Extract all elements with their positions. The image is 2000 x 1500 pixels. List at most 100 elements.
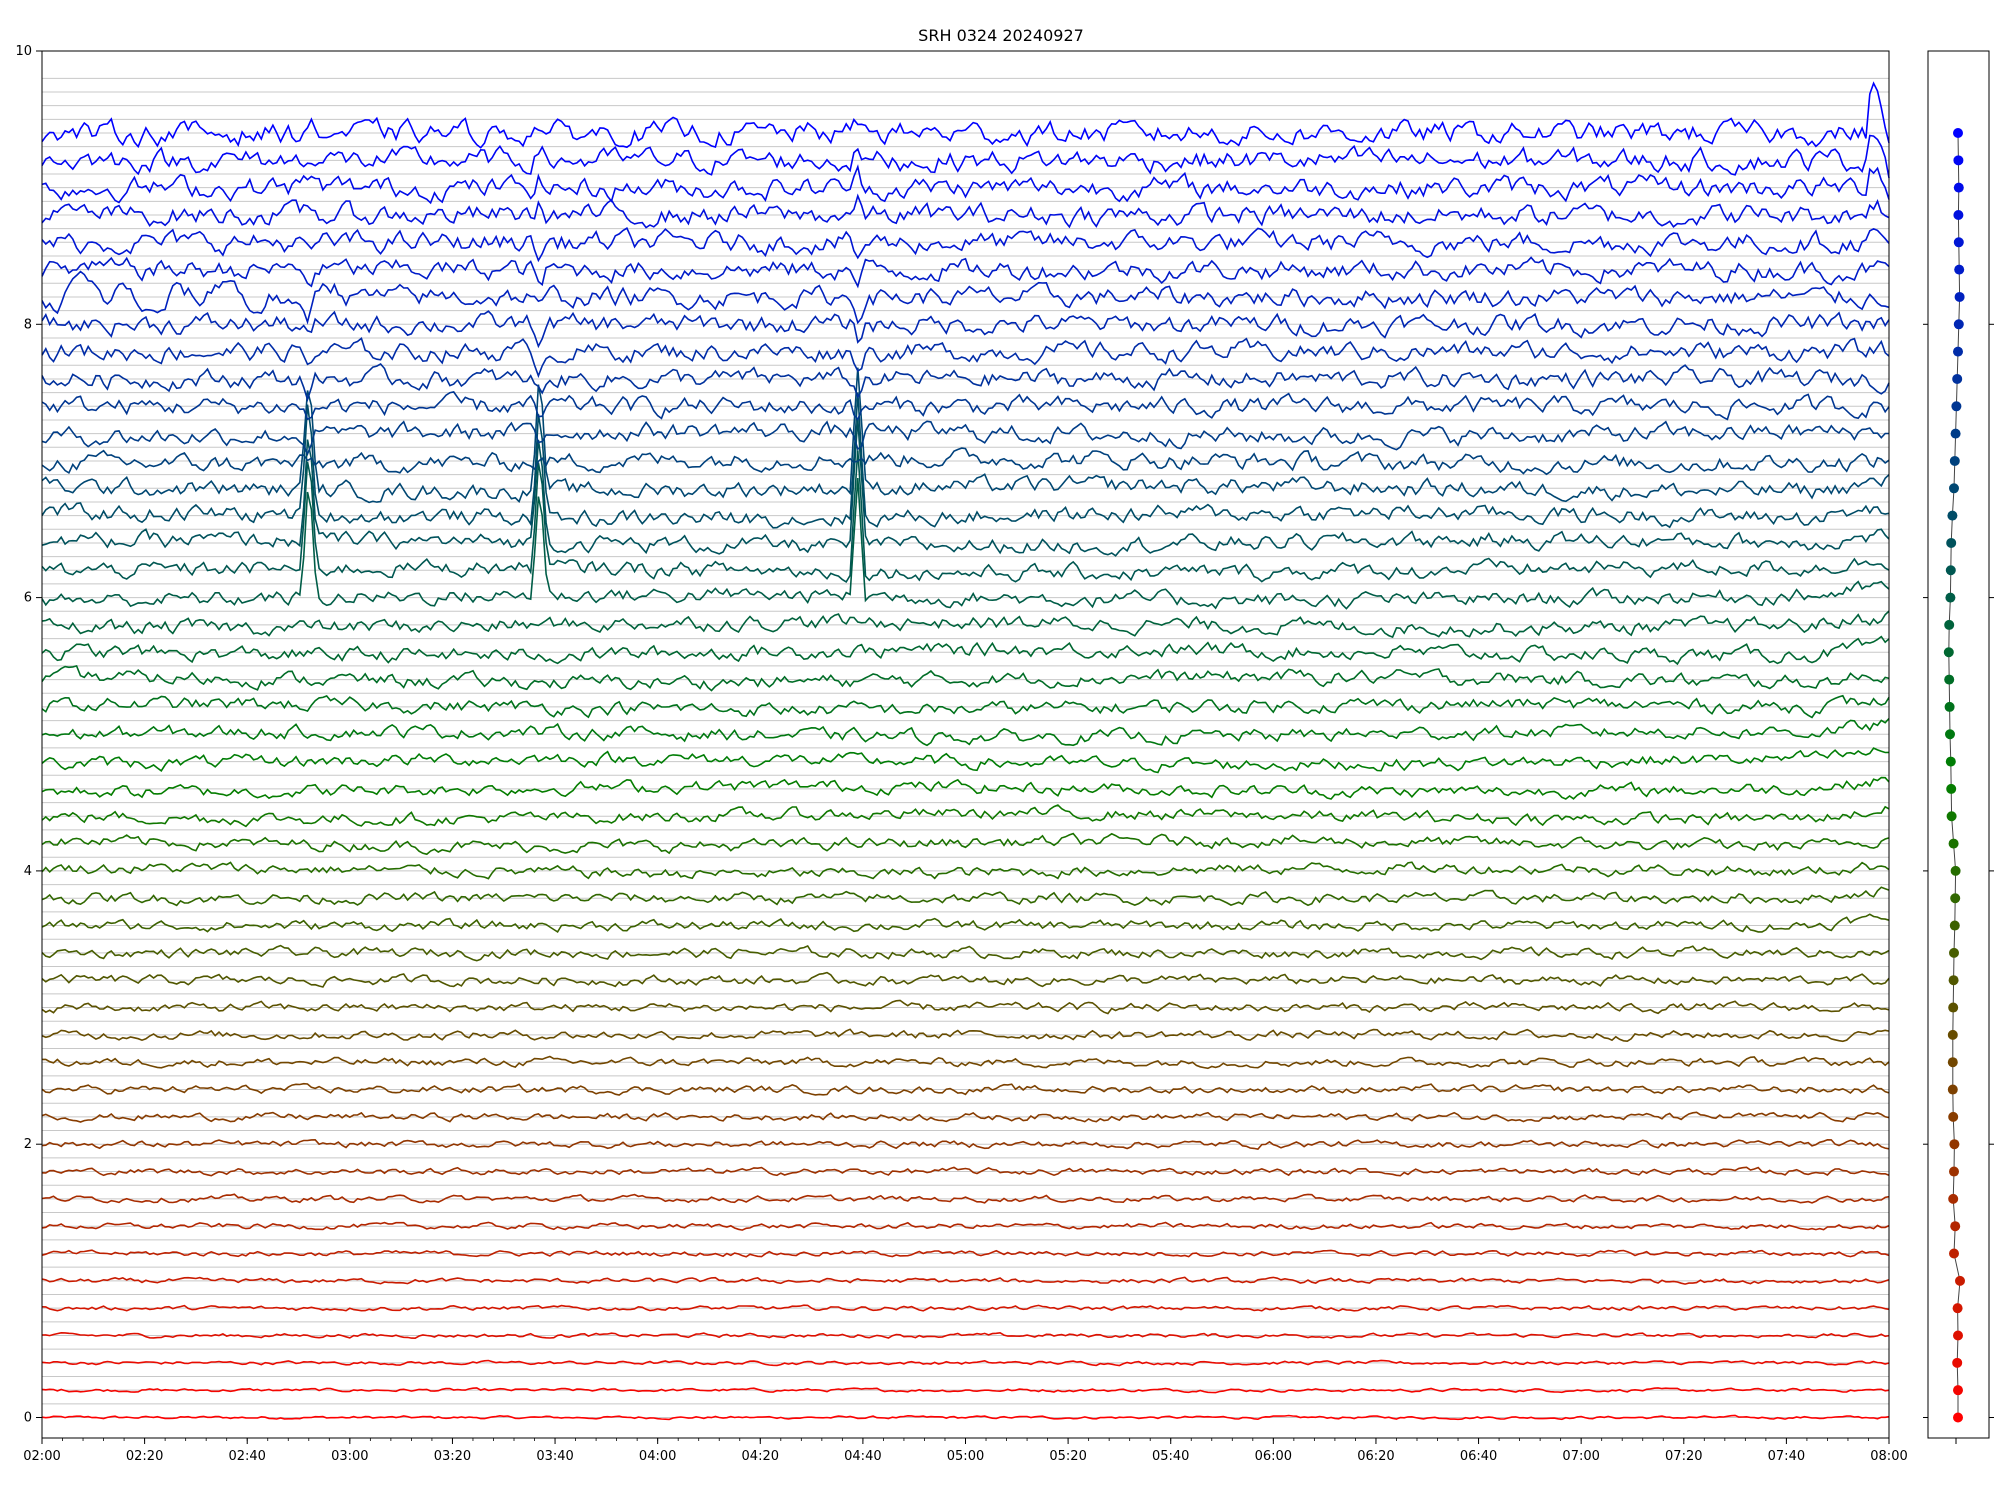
trace-line	[41, 717, 1890, 747]
x-tick-label: 04:20	[742, 1449, 779, 1464]
trace-line	[41, 1304, 1890, 1312]
trace-line	[41, 610, 1890, 639]
x-tick-label: 02:40	[228, 1449, 265, 1464]
trace-line	[41, 1331, 1890, 1340]
side-marker	[1945, 756, 1956, 767]
trace-line	[41, 694, 1890, 719]
x-tick-label: 06:40	[1460, 1449, 1497, 1464]
x-tick-label: 03:40	[536, 1449, 573, 1464]
chart-title: SRH 0324 20240927	[918, 26, 1084, 45]
side-marker	[1949, 1139, 1960, 1150]
x-tick-label: 06:00	[1255, 1449, 1292, 1464]
side-marker	[1947, 1029, 1958, 1040]
side-marker	[1953, 182, 1964, 193]
x-tick-label: 05:40	[1152, 1449, 1189, 1464]
side-marker	[1948, 975, 1959, 986]
side-marker	[1949, 1248, 1959, 1259]
trace-line	[41, 420, 1889, 457]
trace-line	[41, 1166, 1890, 1177]
side-marker	[1945, 592, 1956, 603]
trace-line	[41, 270, 1890, 325]
trace-line	[41, 337, 1890, 379]
side-marker	[1955, 1275, 1965, 1286]
side-marker	[1948, 1111, 1959, 1122]
trace-line	[41, 804, 1890, 828]
trace-line	[41, 392, 1890, 529]
side-marker	[1944, 674, 1955, 685]
side-marker	[1947, 510, 1958, 521]
x-tick-label: 07:20	[1665, 1449, 1702, 1464]
side-marker	[1953, 319, 1964, 330]
side-marker	[1953, 155, 1964, 166]
trace-line	[41, 164, 1890, 205]
trace-line	[41, 1276, 1890, 1285]
x-tick-label: 08:00	[1870, 1449, 1907, 1464]
trace-line	[41, 747, 1890, 774]
y-tick-label: 8	[24, 317, 32, 332]
side-marker	[1946, 811, 1957, 822]
x-tick-label: 05:20	[1049, 1449, 1086, 1464]
side-marker	[1953, 346, 1963, 357]
trace-line	[41, 1221, 1890, 1231]
side-marker	[1950, 893, 1961, 904]
side-marker	[1953, 237, 1964, 248]
side-marker	[1947, 1084, 1958, 1095]
side-marker	[1953, 127, 1963, 138]
trace-line	[41, 1082, 1890, 1096]
trace-line	[41, 1193, 1890, 1204]
side-marker	[1948, 838, 1959, 849]
trace-line	[41, 391, 1890, 421]
trace-line	[41, 944, 1890, 962]
trace-line	[41, 1387, 1890, 1394]
trace-line	[41, 1111, 1890, 1123]
side-marker	[1953, 1385, 1963, 1396]
side-marker	[1953, 209, 1964, 220]
side-marker	[1952, 1303, 1963, 1314]
side-marker	[1946, 783, 1957, 794]
x-tick-label: 07:40	[1768, 1449, 1805, 1464]
side-marker	[1954, 291, 1965, 302]
side-marker	[1947, 1057, 1958, 1068]
x-tick-label: 02:00	[23, 1449, 60, 1464]
x-tick-label: 03:00	[331, 1449, 368, 1464]
trace-line	[41, 1249, 1890, 1258]
trace-line	[41, 1028, 1890, 1043]
trace-line	[41, 913, 1890, 934]
side-marker	[1949, 1166, 1959, 1177]
trace-line	[41, 362, 1890, 403]
trace-line	[41, 1138, 1890, 1150]
trace-line	[41, 418, 1890, 557]
side-marker	[1953, 1412, 1963, 1423]
trace-line	[41, 886, 1890, 907]
side-marker	[1954, 264, 1965, 275]
trace-line	[41, 227, 1890, 263]
side-marker	[1949, 920, 1960, 931]
side-marker	[1946, 537, 1957, 548]
trace-line	[41, 635, 1890, 666]
side-marker	[1945, 565, 1956, 576]
grid	[42, 77, 1889, 1419]
trace-line	[41, 478, 1890, 610]
side-marker	[1944, 619, 1955, 630]
y-tick-label: 4	[24, 864, 32, 879]
side-marker	[1952, 373, 1963, 384]
trace-line	[41, 367, 1890, 504]
trace-line	[41, 999, 1890, 1015]
side-marker	[1953, 1330, 1963, 1341]
x-tick-label: 04:40	[844, 1449, 881, 1464]
side-marker	[1950, 865, 1961, 876]
trace-line	[41, 193, 1890, 229]
trace-line	[41, 664, 1890, 692]
trace-series	[41, 81, 1890, 1421]
side-marker	[1948, 1002, 1959, 1013]
side-marker	[1950, 428, 1961, 439]
y-tick-label: 0	[24, 1411, 32, 1426]
y-tick-label: 10	[15, 44, 32, 59]
side-panel	[1923, 127, 1994, 1444]
axes: 02:00 02:20 02:40 03:00 03:20 03:40 04:00 04:20…	[15, 44, 1907, 1464]
trace-line	[41, 256, 1890, 289]
x-tick-label: 05:00	[947, 1449, 984, 1464]
trace-line	[41, 447, 1890, 476]
trace-line	[41, 861, 1890, 880]
trace-line	[41, 81, 1890, 149]
